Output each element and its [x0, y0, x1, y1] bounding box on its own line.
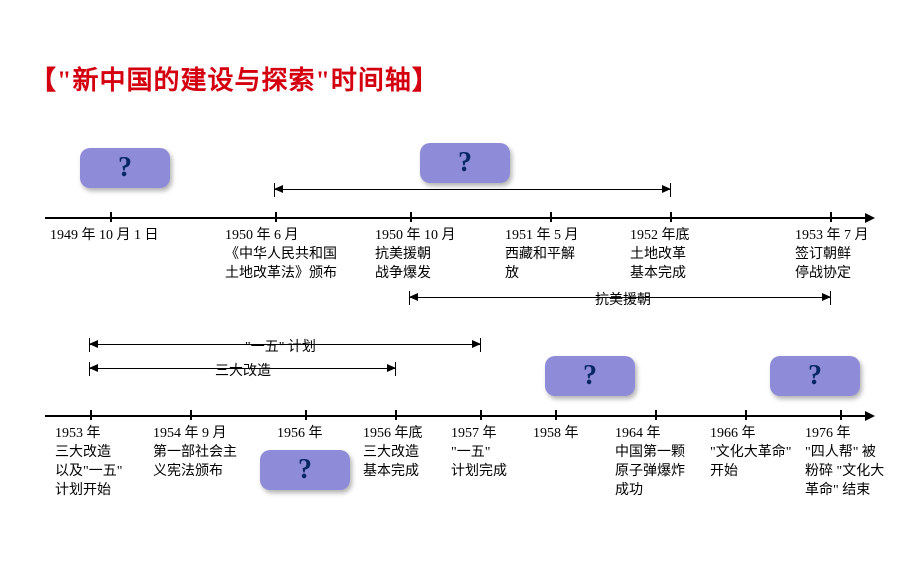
question-bubble: ?: [770, 356, 860, 396]
event: 1954 年 9 月第一部社会主 义宪法颁布: [153, 425, 273, 482]
event-date: 1956 年底: [363, 425, 463, 444]
tick: [305, 410, 307, 420]
event: 1956 年: [277, 425, 357, 444]
span-label: "一五" 计划: [245, 336, 316, 356]
event: 1956 年底三大改造 基本完成: [363, 425, 463, 482]
span-label: 三大改造: [215, 360, 271, 380]
event: 1964 年中国第一颗 原子弹爆炸 成功: [615, 425, 725, 501]
event-date: 1966 年: [710, 425, 820, 444]
question-bubble: ?: [545, 356, 635, 396]
event-desc: 三大改造 以及"一五" 计划开始: [55, 444, 165, 501]
event: 1966 年"文化大革命" 开始: [710, 425, 820, 482]
tick: [90, 410, 92, 420]
tick: [840, 410, 842, 420]
tick: [480, 410, 482, 420]
event: 1958 年: [533, 425, 613, 444]
event-date: 1954 年 9 月: [153, 425, 273, 444]
event-date: 1956 年: [277, 425, 357, 444]
question-mark: ?: [298, 454, 312, 486]
question-bubble: ?: [260, 450, 350, 490]
timeline-axis: [45, 415, 865, 417]
event-desc: "文化大革命" 开始: [710, 444, 820, 482]
tick: [655, 410, 657, 420]
event: 1976 年"四人帮" 被 粉碎 "文化大 革命" 结束: [805, 425, 915, 501]
event-date: 1964 年: [615, 425, 725, 444]
event-desc: "四人帮" 被 粉碎 "文化大 革命" 结束: [805, 444, 915, 501]
event: 1953 年三大改造 以及"一五" 计划开始: [55, 425, 165, 501]
event-desc: "一五" 计划完成: [451, 444, 541, 482]
tick: [190, 410, 192, 420]
tick: [555, 410, 557, 420]
question-mark: ?: [808, 360, 822, 392]
question-mark: ?: [583, 360, 597, 392]
timeline-row-2: "一五" 计划三大改造??? 1953 年三大改造 以及"一五" 计划开始1954…: [45, 0, 885, 573]
event-date: 1953 年: [55, 425, 165, 444]
event-date: 1976 年: [805, 425, 915, 444]
event-desc: 第一部社会主 义宪法颁布: [153, 444, 273, 482]
event-desc: 中国第一颗 原子弹爆炸 成功: [615, 444, 725, 501]
event: 1957 年"一五" 计划完成: [451, 425, 541, 482]
tick: [745, 410, 747, 420]
tick: [395, 410, 397, 420]
event-date: 1957 年: [451, 425, 541, 444]
event-desc: 三大改造 基本完成: [363, 444, 463, 482]
event-date: 1958 年: [533, 425, 613, 444]
